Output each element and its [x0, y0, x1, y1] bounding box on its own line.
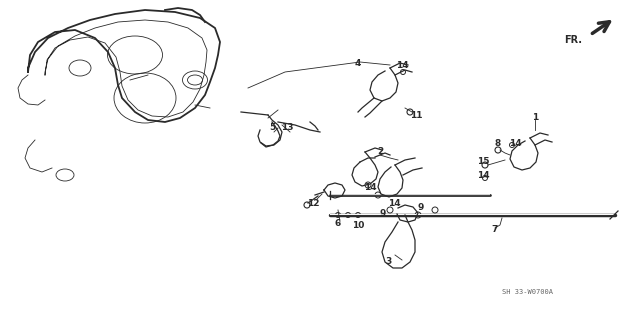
Text: 7: 7 — [492, 226, 498, 234]
Text: 8: 8 — [495, 138, 501, 147]
Text: FR.: FR. — [564, 35, 582, 45]
Text: 10: 10 — [352, 220, 364, 229]
Text: 5: 5 — [269, 123, 275, 132]
Circle shape — [387, 207, 393, 213]
Text: 1: 1 — [532, 114, 538, 122]
Text: 14: 14 — [509, 138, 522, 147]
Circle shape — [415, 212, 421, 218]
Text: 3: 3 — [385, 257, 391, 266]
Circle shape — [335, 212, 340, 218]
Text: 4: 4 — [355, 58, 361, 68]
Circle shape — [483, 175, 488, 181]
Text: 14: 14 — [396, 61, 408, 70]
Text: 15: 15 — [477, 158, 489, 167]
Circle shape — [304, 202, 310, 208]
Text: 13: 13 — [281, 123, 293, 132]
Text: 2: 2 — [377, 147, 383, 157]
Circle shape — [365, 182, 371, 188]
Text: 14: 14 — [364, 183, 376, 192]
Text: 9: 9 — [418, 203, 424, 211]
Text: 6: 6 — [335, 219, 341, 227]
Text: 12: 12 — [307, 198, 319, 207]
Circle shape — [401, 70, 406, 75]
Circle shape — [375, 192, 381, 198]
Circle shape — [482, 162, 488, 168]
Text: 14: 14 — [388, 198, 400, 207]
Circle shape — [407, 109, 413, 115]
Circle shape — [346, 212, 351, 218]
Circle shape — [509, 143, 515, 147]
Circle shape — [495, 147, 501, 153]
Circle shape — [355, 212, 360, 218]
Text: 14: 14 — [477, 170, 490, 180]
Circle shape — [432, 207, 438, 213]
Text: 9: 9 — [380, 209, 386, 218]
Text: 11: 11 — [410, 110, 422, 120]
Text: SH 33-W0700A: SH 33-W0700A — [502, 289, 553, 295]
